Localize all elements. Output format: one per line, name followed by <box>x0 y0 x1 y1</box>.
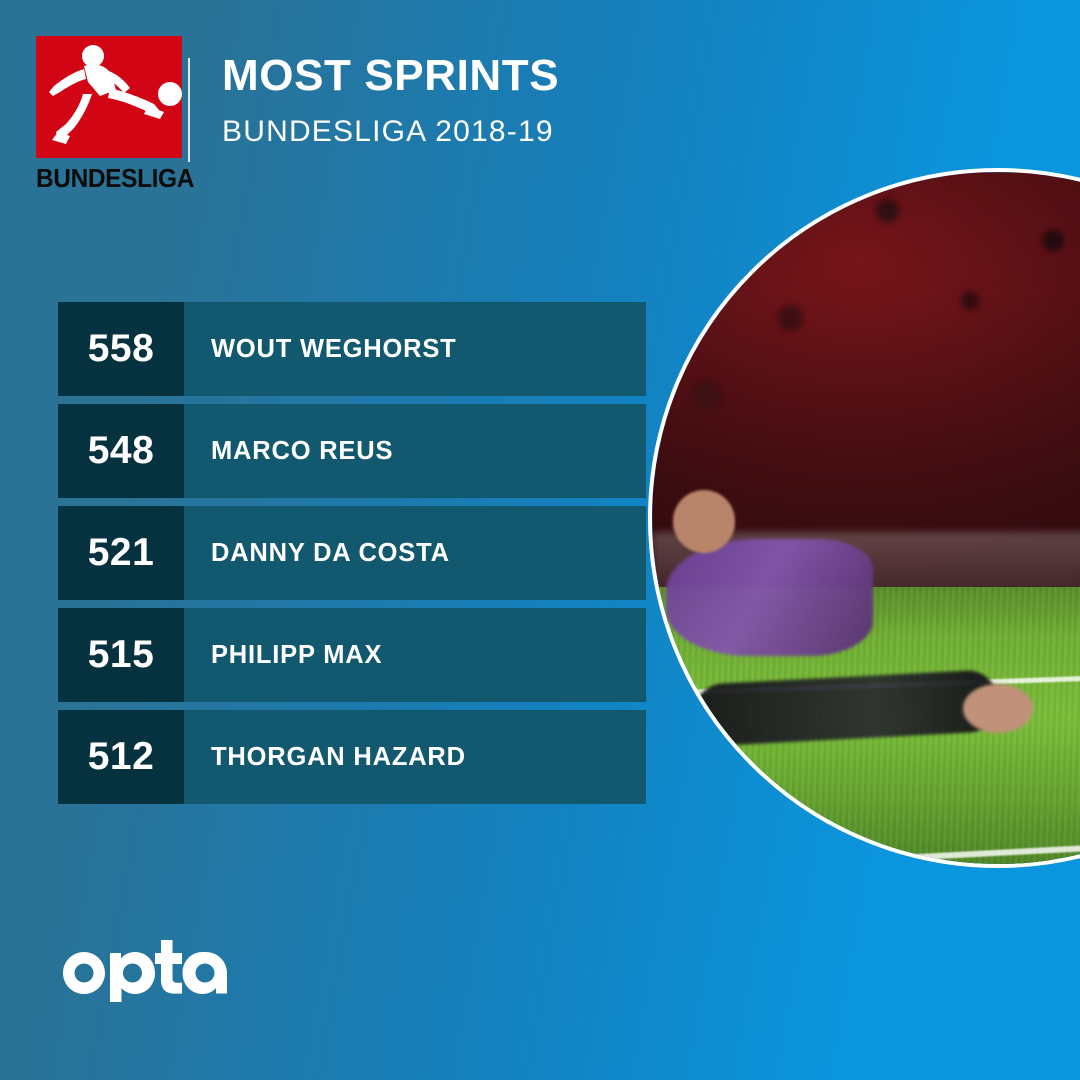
title-block: MOST SPRINTS BUNDESLIGA 2018-19 <box>222 54 559 147</box>
header: BUNDESLIGA MOST SPRINTS BUNDESLIGA 2018-… <box>36 36 656 206</box>
row-player-name: PHILIPP MAX <box>211 640 383 669</box>
row-value: 512 <box>58 710 184 804</box>
background-prone-player-head <box>963 684 1033 733</box>
player-photo: W <box>648 168 1080 868</box>
table-row[interactable]: 558 WOUT WEGHORST <box>58 302 646 396</box>
bundesliga-player-ball-icon <box>36 36 182 158</box>
table-row[interactable]: 521 DANNY DA COSTA <box>58 506 646 600</box>
row-player-name: DANNY DA COSTA <box>211 538 450 567</box>
row-value: 548 <box>58 404 184 498</box>
table-row[interactable]: 548 MARCO REUS <box>58 404 646 498</box>
table-row[interactable]: 512 THORGAN HAZARD <box>58 710 646 804</box>
row-value: 515 <box>58 608 184 702</box>
table-row[interactable]: 515 PHILIPP MAX <box>58 608 646 702</box>
background-keeper <box>665 538 874 657</box>
page-title: MOST SPRINTS <box>222 51 560 100</box>
background-keeper-head <box>672 490 736 553</box>
row-value: 558 <box>58 302 184 396</box>
stats-list: 558 WOUT WEGHORST 548 MARCO REUS 521 DAN… <box>58 302 646 812</box>
header-divider <box>188 58 190 162</box>
opta-logo <box>60 938 240 1002</box>
row-player-name: MARCO REUS <box>211 436 394 465</box>
row-value: 521 <box>58 506 184 600</box>
bundesliga-logo: BUNDESLIGA <box>36 36 195 193</box>
bundesliga-wordmark: BUNDESLIGA <box>36 165 195 193</box>
row-player-name: WOUT WEGHORST <box>211 334 457 363</box>
page-subtitle: BUNDESLIGA 2018-19 <box>222 115 554 148</box>
row-player-name: THORGAN HAZARD <box>211 742 466 771</box>
